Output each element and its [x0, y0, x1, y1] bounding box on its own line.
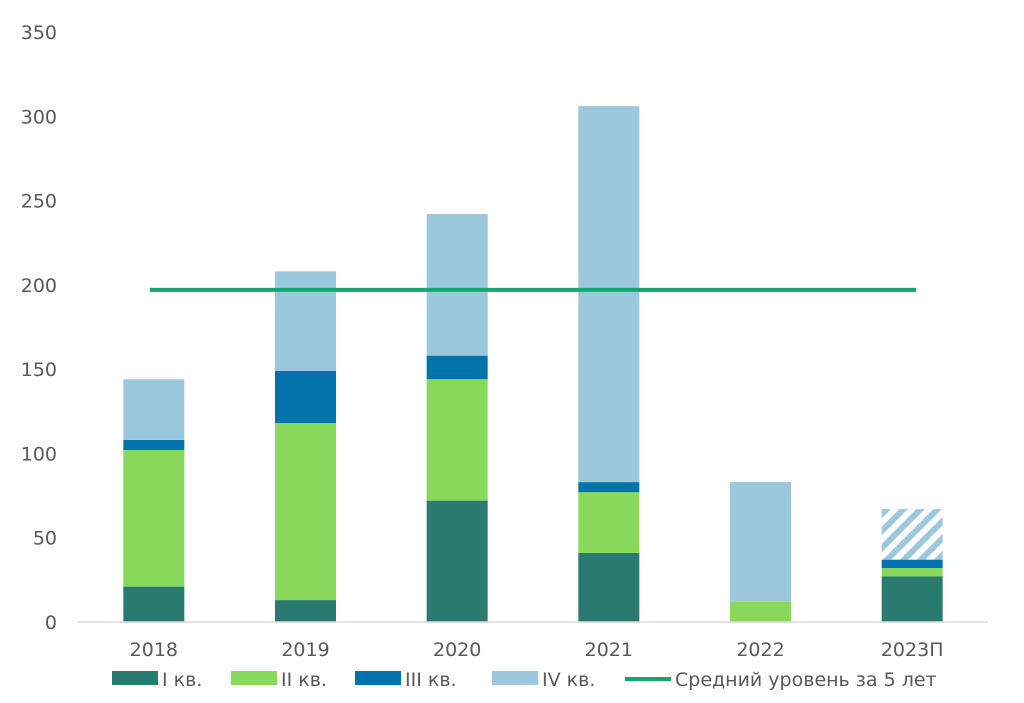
- y-tick-label: 150: [21, 359, 57, 381]
- y-axis: 0 50 100 150 200 250 300 350: [21, 22, 57, 634]
- y-tick-label: 300: [21, 106, 57, 128]
- bar-segment: [881, 568, 943, 577]
- bar-segment: [578, 492, 640, 553]
- bar-segment: [578, 552, 640, 622]
- bar-segment: [275, 423, 336, 601]
- y-tick-label: 200: [21, 275, 57, 297]
- bar-segment-hatched: [881, 509, 943, 560]
- y-tick-label: 250: [21, 191, 57, 213]
- bar-segment: [123, 450, 185, 587]
- bar-segment: [578, 106, 640, 483]
- legend-label: I кв.: [162, 669, 202, 691]
- bar-segment: [123, 379, 185, 440]
- bar-segment: [123, 439, 185, 451]
- bars: [123, 106, 943, 622]
- bar-segment: [123, 586, 185, 622]
- bar-segment: [426, 500, 488, 622]
- x-tick-label: 2020: [433, 639, 481, 661]
- y-tick-label: 0: [45, 612, 57, 634]
- bar-segment: [426, 214, 488, 356]
- legend-label: Средний уровень за 5 лет: [675, 669, 937, 691]
- bar-segment: [730, 482, 791, 602]
- bar-segment: [881, 559, 943, 569]
- legend-swatch: [112, 671, 158, 685]
- x-tick-label: 2018: [130, 639, 178, 661]
- legend-swatch: [355, 671, 401, 685]
- legend-label: II кв.: [281, 669, 327, 691]
- x-tick-label: 2019: [281, 639, 329, 661]
- y-tick-label: 50: [33, 528, 57, 550]
- bar-segment: [275, 370, 336, 424]
- bar-segment: [578, 482, 640, 493]
- bar-segment: [275, 600, 336, 622]
- legend-label: III кв.: [405, 669, 457, 691]
- x-tick-label: 2022: [736, 639, 784, 661]
- y-tick-label: 100: [21, 443, 57, 465]
- bar-segment: [426, 379, 488, 501]
- x-tick-label: 2023П: [881, 639, 944, 661]
- x-axis: 2018 2019 2020 2021 2022 2023П: [130, 639, 944, 661]
- x-tick-label: 2021: [585, 639, 633, 661]
- bar-segment: [881, 576, 943, 622]
- y-tick-label: 350: [21, 22, 57, 44]
- legend-swatch: [231, 671, 277, 685]
- bar-segment: [426, 355, 488, 380]
- legend-swatch: [492, 671, 538, 685]
- legend: I кв. II кв. III кв. IV кв. Средний уровень …: [112, 669, 937, 691]
- legend-label: IV кв.: [542, 669, 595, 691]
- bar-segment: [730, 601, 791, 622]
- bar-segment: [275, 271, 336, 371]
